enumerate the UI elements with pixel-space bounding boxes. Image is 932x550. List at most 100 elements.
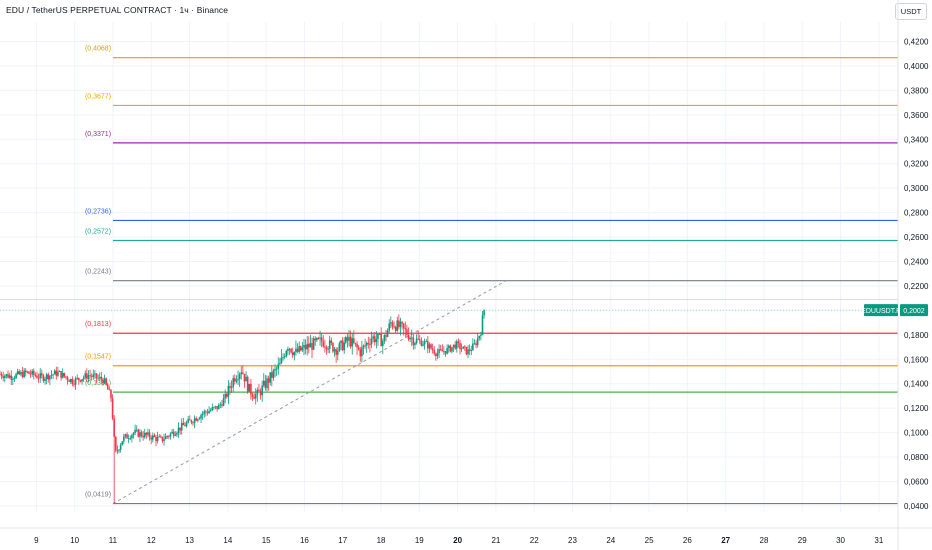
- candle-body: [251, 394, 254, 397]
- candle-body: [410, 337, 413, 339]
- candle-body: [357, 347, 360, 350]
- candle-body: [115, 436, 117, 451]
- candle-body: [430, 344, 432, 349]
- y-tick-label: 0,2400: [904, 258, 929, 267]
- y-tick-label: 0,2200: [904, 282, 929, 291]
- candle-body: [145, 432, 148, 435]
- candle-body: [311, 343, 313, 350]
- candle-body: [317, 337, 320, 339]
- candle-body: [108, 389, 111, 391]
- x-tick-label: 13: [185, 536, 194, 545]
- candle-body: [401, 321, 403, 324]
- candle-body: [246, 376, 249, 392]
- price-tags-layer: EDUUSDT.P 0,2002: [861, 304, 928, 317]
- candle-body: [282, 357, 284, 358]
- candle-body: [438, 349, 440, 354]
- x-tick-label: 17: [338, 536, 347, 545]
- candle-body: [234, 378, 236, 382]
- candle-body: [180, 422, 183, 431]
- candle-body: [399, 321, 402, 328]
- candle-body: [74, 378, 77, 385]
- candle-body: [92, 374, 95, 377]
- candle-body: [460, 348, 463, 350]
- y-tick-label: 0,2800: [904, 209, 929, 218]
- candle-body: [377, 334, 379, 340]
- candle-body: [225, 393, 228, 397]
- candle-body: [414, 343, 416, 346]
- x-tick-label: 29: [798, 536, 807, 545]
- candle-body: [449, 345, 452, 352]
- candle-body: [76, 377, 79, 379]
- candle-body: [29, 373, 32, 375]
- candle-body: [44, 378, 46, 381]
- candle-body: [322, 341, 325, 347]
- candle-body: [60, 371, 62, 378]
- candle-body: [34, 374, 37, 376]
- candle-body: [5, 374, 8, 376]
- level-label: (0,1813): [85, 321, 111, 328]
- candle-body: [134, 429, 136, 434]
- symbol-tag-label: EDUUSDT.P: [861, 308, 901, 315]
- x-tick-label: 20: [453, 536, 462, 545]
- candle-body: [20, 372, 22, 375]
- candle-body: [100, 376, 103, 380]
- level-label: (0,2572): [85, 228, 111, 235]
- candle-body: [264, 380, 267, 389]
- candle-body: [258, 389, 260, 392]
- candle-body: [87, 375, 90, 379]
- candle-body: [254, 394, 257, 399]
- candle-body: [135, 429, 138, 431]
- candle-body: [336, 350, 339, 355]
- candle-body: [21, 372, 24, 378]
- candle-body: [459, 342, 461, 350]
- x-tick-label: 16: [300, 536, 309, 545]
- candle-body: [365, 342, 368, 346]
- y-tick-label: 0,2600: [904, 233, 929, 242]
- grid-layer: [0, 22, 898, 512]
- candle-body: [476, 338, 479, 346]
- candle-body: [346, 337, 349, 341]
- candle-body: [261, 385, 263, 396]
- candle-body: [195, 418, 198, 421]
- candle-body: [340, 340, 342, 344]
- candle-body: [229, 385, 231, 388]
- candle-body: [172, 431, 175, 436]
- candle-body: [417, 338, 419, 340]
- candle-body: [119, 445, 122, 450]
- candle-body: [383, 335, 386, 342]
- candle-body: [184, 425, 186, 427]
- candle-body: [309, 343, 312, 348]
- candle-body: [296, 348, 299, 352]
- candle-body: [126, 434, 128, 439]
- candle-body: [388, 323, 391, 331]
- candle-body: [168, 436, 170, 438]
- candle-body: [86, 373, 88, 379]
- candle-body: [455, 341, 458, 349]
- y-tick-label: 0,3600: [904, 111, 929, 120]
- candle-body: [160, 436, 162, 438]
- x-tick-label: 28: [760, 536, 769, 545]
- symbol-tag: [864, 304, 898, 317]
- candle-body: [361, 347, 363, 357]
- candle-body: [155, 436, 157, 442]
- candle-body: [418, 339, 421, 341]
- candle-body: [444, 351, 447, 354]
- currency-button[interactable]: USDT: [895, 3, 927, 20]
- candle-body: [123, 436, 125, 442]
- candle-body: [468, 349, 471, 352]
- x-tick-label: 31: [874, 536, 883, 545]
- candle-body: [375, 339, 378, 343]
- candle-body: [55, 370, 58, 376]
- candle-body: [457, 341, 460, 343]
- x-tick-label: 9: [34, 536, 39, 545]
- x-tick-label: 30: [836, 536, 845, 545]
- candle-body: [443, 351, 445, 353]
- candle-body: [327, 348, 329, 350]
- x-tick-label: 22: [530, 536, 539, 545]
- candle-body: [330, 340, 333, 343]
- candle-body: [328, 340, 331, 349]
- candle-body: [380, 334, 382, 347]
- candle-body: [465, 346, 468, 355]
- candle-body: [385, 335, 387, 337]
